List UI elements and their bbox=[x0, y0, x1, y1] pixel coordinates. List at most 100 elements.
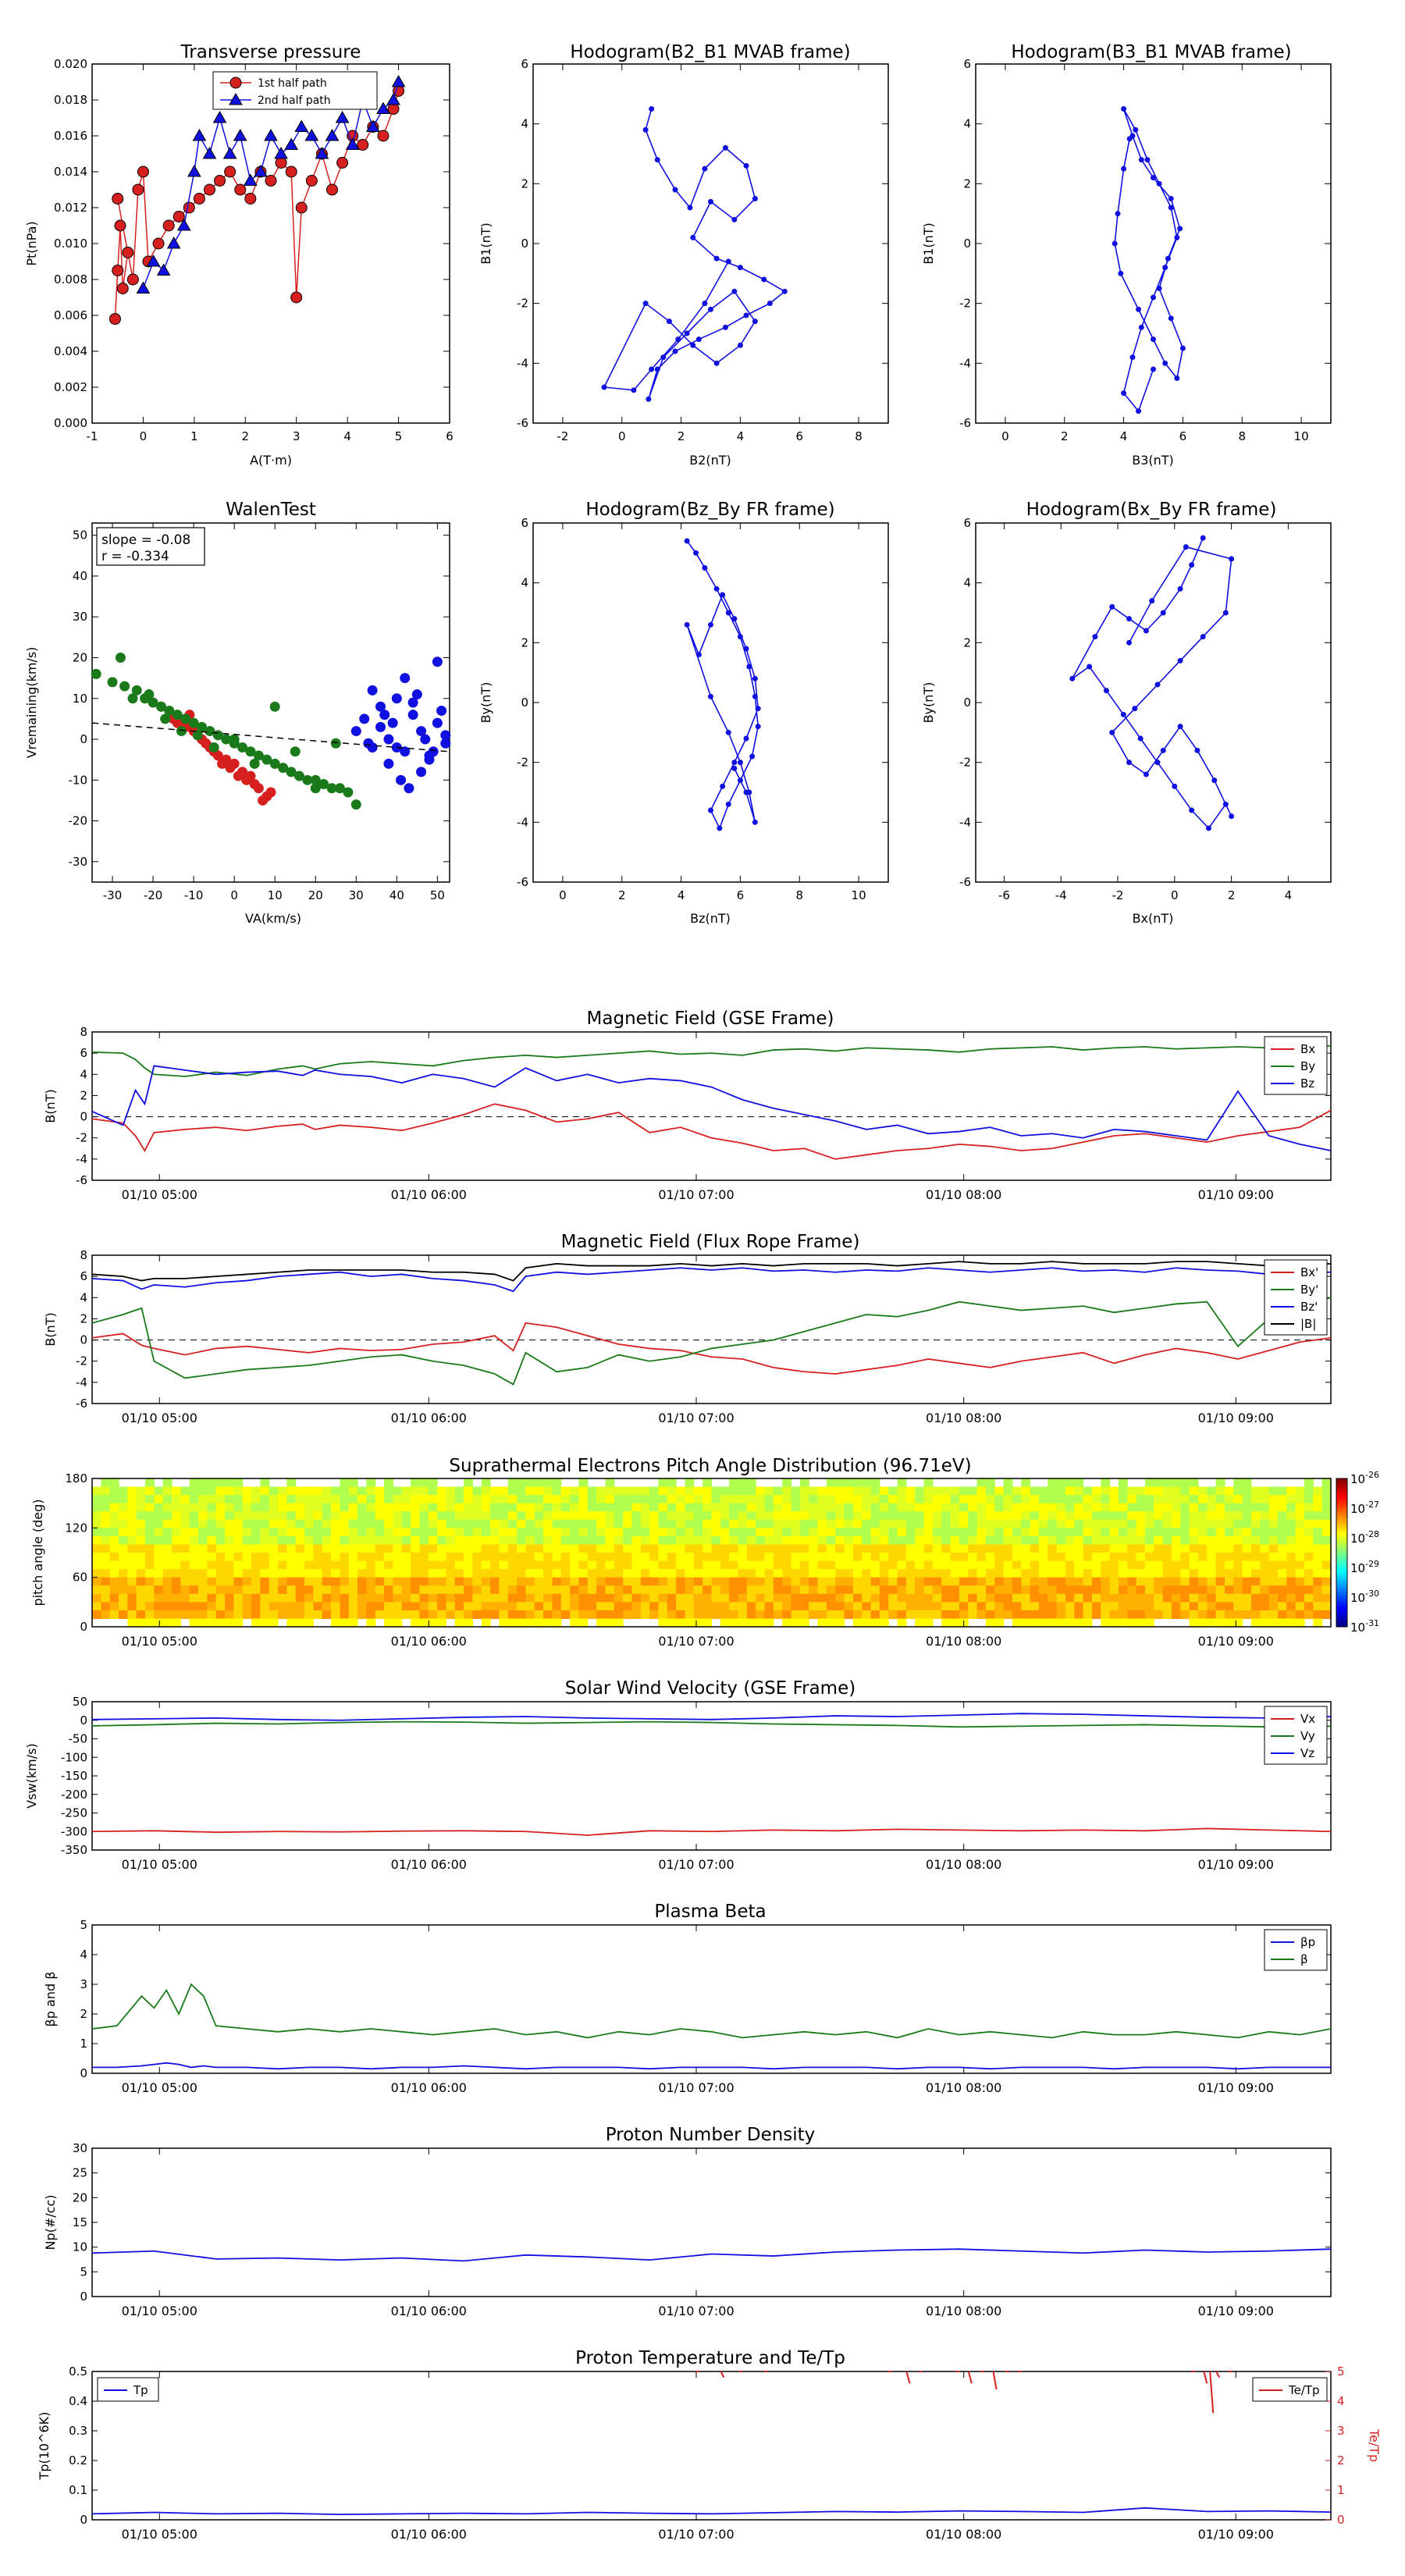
heatmap-cell bbox=[985, 1560, 995, 1570]
heatmap-cell bbox=[189, 1618, 199, 1628]
scatter-point bbox=[310, 783, 321, 794]
heatmap-cell bbox=[1003, 1519, 1013, 1528]
heatmap-cell bbox=[676, 1577, 686, 1586]
heatmap-cell bbox=[596, 1503, 606, 1512]
heatmap-cell bbox=[976, 1585, 987, 1595]
heatmap-cell bbox=[101, 1503, 111, 1512]
heatmap-cell bbox=[985, 1535, 995, 1546]
heatmap-cell bbox=[799, 1569, 809, 1578]
heatmap-cell bbox=[454, 1602, 464, 1611]
heatmap-cell bbox=[490, 1544, 500, 1553]
heatmap-cell bbox=[207, 1535, 217, 1546]
heatmap-cell bbox=[897, 1610, 907, 1620]
heatmap-cell bbox=[180, 1495, 190, 1504]
heatmap-cell bbox=[1277, 1511, 1287, 1521]
solar-wind-velocity-title: Solar Wind Velocity (GSE Frame) bbox=[565, 1678, 855, 1699]
heatmap-cell bbox=[1304, 1503, 1314, 1512]
heatmap-cell bbox=[782, 1535, 792, 1546]
heatmap-cell bbox=[1242, 1602, 1252, 1611]
heatmap-cell bbox=[799, 1553, 809, 1562]
heatmap-cell bbox=[915, 1495, 925, 1504]
heatmap-cell bbox=[1109, 1495, 1119, 1504]
heatmap-cell bbox=[614, 1544, 624, 1553]
heatmap-cell bbox=[1056, 1478, 1066, 1488]
heatmap-cell bbox=[1268, 1495, 1279, 1504]
heatmap-cell bbox=[1215, 1577, 1225, 1586]
heatmap-cell bbox=[162, 1585, 173, 1595]
heatmap-cell bbox=[985, 1618, 995, 1628]
heatmap-cell bbox=[119, 1593, 128, 1603]
heatmap-cell bbox=[1171, 1553, 1181, 1562]
y-tick-label: 2 bbox=[80, 2007, 87, 2021]
heatmap-cell bbox=[401, 1528, 411, 1537]
heatmap-cell bbox=[348, 1495, 358, 1504]
data-point bbox=[666, 318, 672, 325]
data-point bbox=[746, 664, 752, 670]
heatmap-cell bbox=[623, 1503, 633, 1512]
heatmap-cell bbox=[879, 1553, 889, 1562]
heatmap-cell bbox=[198, 1503, 208, 1512]
heatmap-cell bbox=[1224, 1528, 1234, 1537]
colorbar-tick-label: 10-30 bbox=[1350, 1589, 1379, 1605]
heatmap-cell bbox=[464, 1511, 474, 1521]
heatmap-cell bbox=[605, 1519, 615, 1528]
data-point bbox=[731, 760, 738, 766]
heatmap-cell bbox=[357, 1519, 368, 1528]
heatmap-cell bbox=[331, 1544, 340, 1553]
heatmap-cell bbox=[596, 1577, 606, 1586]
heatmap-cell bbox=[366, 1511, 376, 1521]
heatmap-cell bbox=[1136, 1585, 1146, 1595]
heatmap-cell bbox=[729, 1528, 739, 1537]
heatmap-cell bbox=[1180, 1486, 1190, 1496]
heatmap-cell bbox=[109, 1519, 119, 1528]
heatmap-cell bbox=[1101, 1486, 1111, 1496]
scatter-point bbox=[225, 763, 236, 774]
heatmap-cell bbox=[490, 1560, 500, 1570]
heatmap-cell bbox=[1215, 1569, 1225, 1578]
heatmap-cell bbox=[941, 1519, 951, 1528]
heatmap-cell bbox=[799, 1519, 809, 1528]
heatmap-cell bbox=[897, 1528, 907, 1537]
heatmap-cell bbox=[384, 1495, 394, 1504]
legend-marker-2nd-half bbox=[229, 92, 243, 105]
heatmap-cell bbox=[109, 1544, 119, 1553]
heatmap-cell bbox=[507, 1478, 518, 1488]
data-point bbox=[725, 729, 731, 735]
heatmap-cell bbox=[446, 1569, 456, 1578]
heatmap-cell bbox=[923, 1519, 934, 1528]
heatmap-cell bbox=[269, 1585, 279, 1595]
heatmap-cell bbox=[340, 1553, 350, 1562]
heatmap-cell bbox=[269, 1560, 279, 1570]
data-point bbox=[1172, 783, 1178, 789]
heatmap-cell bbox=[976, 1528, 987, 1537]
heatmap-cell bbox=[1083, 1495, 1093, 1504]
heatmap-cell bbox=[631, 1535, 642, 1546]
heatmap-cell bbox=[1118, 1560, 1128, 1570]
heatmap-cell bbox=[1189, 1618, 1199, 1628]
heatmap-cell bbox=[1313, 1577, 1323, 1586]
data-point bbox=[1120, 711, 1126, 717]
data-point bbox=[176, 218, 191, 231]
heatmap-cell bbox=[1171, 1511, 1181, 1521]
heatmap-cell bbox=[1030, 1553, 1040, 1562]
heatmap-cell bbox=[366, 1544, 376, 1553]
heatmap-cell bbox=[1215, 1560, 1225, 1570]
heatmap-cell bbox=[1189, 1569, 1199, 1578]
heatmap-cell bbox=[809, 1577, 819, 1586]
heatmap-cell bbox=[286, 1511, 297, 1521]
heatmap-cell bbox=[454, 1519, 464, 1528]
heatmap-cell bbox=[950, 1553, 960, 1562]
data-point bbox=[695, 652, 702, 658]
heatmap-cell bbox=[1242, 1495, 1252, 1504]
heatmap-cell bbox=[1321, 1503, 1332, 1512]
data-point bbox=[752, 675, 758, 681]
data-point bbox=[1132, 706, 1138, 712]
heatmap-cell bbox=[331, 1511, 340, 1521]
data-point bbox=[112, 265, 124, 276]
y-tick-label: 5 bbox=[80, 2265, 87, 2279]
heatmap-cell bbox=[1180, 1528, 1190, 1537]
y-tick-label: 0 bbox=[80, 1620, 87, 1634]
heatmap-cell bbox=[950, 1486, 960, 1496]
data-point bbox=[132, 183, 144, 196]
heatmap-cell bbox=[225, 1553, 234, 1562]
